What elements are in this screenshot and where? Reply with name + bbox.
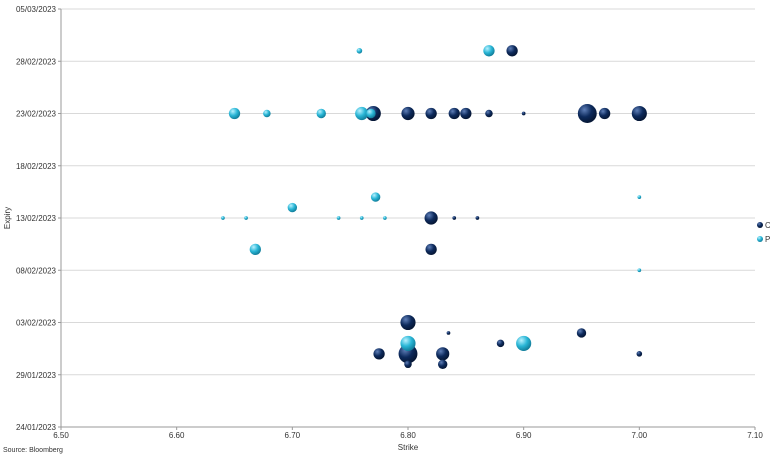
y-tick-labels: 24/01/2023 29/01/2023 03/02/2023 08/02/2023… [16,5,57,432]
y-tick-label: 13/02/2023 [16,214,57,223]
y-tick-label: 18/02/2023 [16,162,57,171]
bubble-p [516,335,532,351]
bubble-c [577,104,597,123]
y-tick-label: 24/01/2023 [16,423,57,432]
bubble-p [366,108,376,119]
bubble-c [576,328,587,338]
bubble-p [359,216,364,220]
x-axis-title: Strike [398,443,419,452]
bubble-c [400,314,416,331]
bubble-p [336,216,341,220]
x-tick-label: 6.70 [285,431,301,440]
bubble-p [244,216,248,220]
bubble-c [446,331,451,335]
bubble-c [521,111,526,116]
y-tick-label: 05/03/2023 [16,5,57,14]
bubble-c [438,359,448,369]
y-tick-label: 23/02/2023 [16,110,57,119]
bubble-c [496,339,505,348]
bubble-c [475,216,480,220]
bubble-c [631,105,647,122]
bubble-c [425,107,437,120]
bubble-p [287,202,298,213]
bubble-p [316,108,326,119]
bubble-p [355,106,369,121]
y-axis-title: Expiry [3,207,12,229]
bubble-p [483,45,495,57]
bubble-c [404,360,412,369]
data-points [221,45,647,369]
x-tick-label: 7.00 [632,431,648,440]
bubble-p [637,268,642,273]
legend-marker-c [757,222,763,228]
legend-marker-p [757,236,763,242]
bubble-p [263,109,271,118]
y-tick-label: 08/02/2023 [16,266,57,275]
legend-label-c: C [765,221,770,230]
bubble-c [425,243,437,256]
y-tick-label: 03/02/2023 [16,319,57,328]
y-tick-label: 29/01/2023 [16,371,57,380]
bubble-p [356,48,363,54]
bubble-p [637,195,642,199]
bubble-c [452,216,457,220]
bubble-c [598,107,611,120]
bubble-p [221,216,225,220]
axes [60,9,755,428]
x-tick-label: 6.50 [53,431,69,440]
bubble-c [460,107,472,120]
bubble-c [448,107,460,120]
x-tick-label: 6.80 [400,431,416,440]
source-note: Source: Bloomberg [3,447,63,454]
bubble-c [485,109,493,118]
x-tick-label: 6.60 [169,431,185,440]
bubble-p [228,107,241,120]
bubble-c [401,106,415,121]
bubble-c [424,211,438,225]
legend-label-p: P [765,235,770,244]
bubble-c [436,347,450,361]
gridlines [58,8,756,430]
bubble-c [636,351,643,357]
x-tick-labels: 6.50 6.60 6.70 6.80 6.90 7.00 7.10 [53,431,763,440]
bubble-p [370,192,381,202]
x-tick-label: 6.90 [516,431,532,440]
bubble-p [383,216,387,220]
y-tick-label: 28/02/2023 [16,57,57,66]
x-tick-label: 7.10 [747,431,763,440]
bubble-p [249,243,261,256]
bubble-c [373,348,385,360]
bubble-c [506,45,518,57]
legend: CP [757,221,770,244]
bubble-p [400,335,416,351]
